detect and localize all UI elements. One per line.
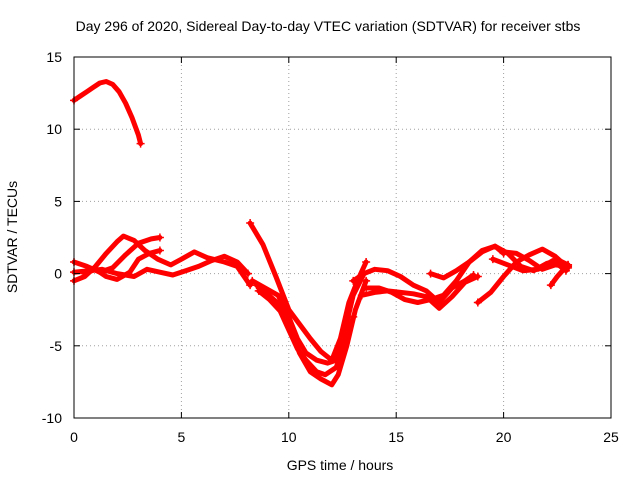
x-tick-label: 5 bbox=[178, 429, 186, 445]
series-track-4 bbox=[71, 253, 251, 279]
y-tick-label: 10 bbox=[46, 121, 62, 137]
plus-marker bbox=[246, 219, 255, 228]
plus-marker bbox=[248, 276, 257, 285]
series-track-5 bbox=[82, 248, 163, 282]
x-tick-label: 0 bbox=[70, 429, 78, 445]
tick-layer: 0 5 10 15 20 25 -10 -5 0 5 10 15 bbox=[42, 49, 619, 445]
plus-marker bbox=[564, 260, 573, 269]
plus-marker bbox=[252, 281, 261, 290]
series-track-9 bbox=[256, 288, 356, 378]
y-tick-label: 0 bbox=[54, 266, 62, 282]
plus-marker bbox=[362, 258, 371, 267]
y-tick-label: 5 bbox=[54, 193, 62, 209]
y-tick-label: -5 bbox=[50, 338, 63, 354]
plus-marker bbox=[80, 269, 89, 278]
data-layer bbox=[70, 79, 573, 388]
x-tick-label: 25 bbox=[603, 429, 619, 445]
series-track-17 bbox=[548, 262, 571, 288]
series-track-12 bbox=[359, 274, 481, 311]
plus-marker bbox=[488, 255, 497, 264]
y-tick-label: -10 bbox=[42, 410, 62, 426]
y-tick-label: 15 bbox=[46, 49, 62, 65]
series-track-10 bbox=[350, 266, 476, 305]
y-axis-label: SDTVAR / TECUs bbox=[4, 181, 20, 293]
x-tick-label: 15 bbox=[388, 429, 404, 445]
plus-marker bbox=[254, 286, 263, 295]
plus-marker bbox=[473, 298, 482, 307]
series-track-1 bbox=[71, 79, 144, 147]
plus-marker bbox=[362, 284, 371, 293]
x-axis-label: GPS time / hours bbox=[287, 457, 394, 473]
plus-marker bbox=[426, 269, 435, 278]
plus-marker bbox=[362, 276, 371, 285]
x-tick-label: 20 bbox=[496, 429, 512, 445]
series-track-3 bbox=[71, 235, 163, 275]
plus-marker bbox=[155, 233, 164, 242]
plus-marker bbox=[243, 269, 252, 278]
plus-marker bbox=[546, 281, 555, 290]
x-tick-label: 10 bbox=[281, 429, 297, 445]
plus-marker bbox=[349, 312, 358, 321]
chart-title: Day 296 of 2020, Sidereal Day-to-day VTE… bbox=[76, 18, 581, 34]
plus-marker bbox=[499, 247, 508, 256]
plus-marker bbox=[473, 272, 482, 281]
plot-frame bbox=[73, 56, 612, 419]
plus-marker bbox=[155, 246, 164, 255]
series-track-7 bbox=[249, 271, 367, 366]
series-track-16 bbox=[490, 256, 569, 274]
series-track-2 bbox=[71, 233, 253, 288]
plus-marker bbox=[349, 276, 358, 285]
plus-marker bbox=[357, 291, 366, 300]
plus-marker bbox=[136, 139, 145, 148]
